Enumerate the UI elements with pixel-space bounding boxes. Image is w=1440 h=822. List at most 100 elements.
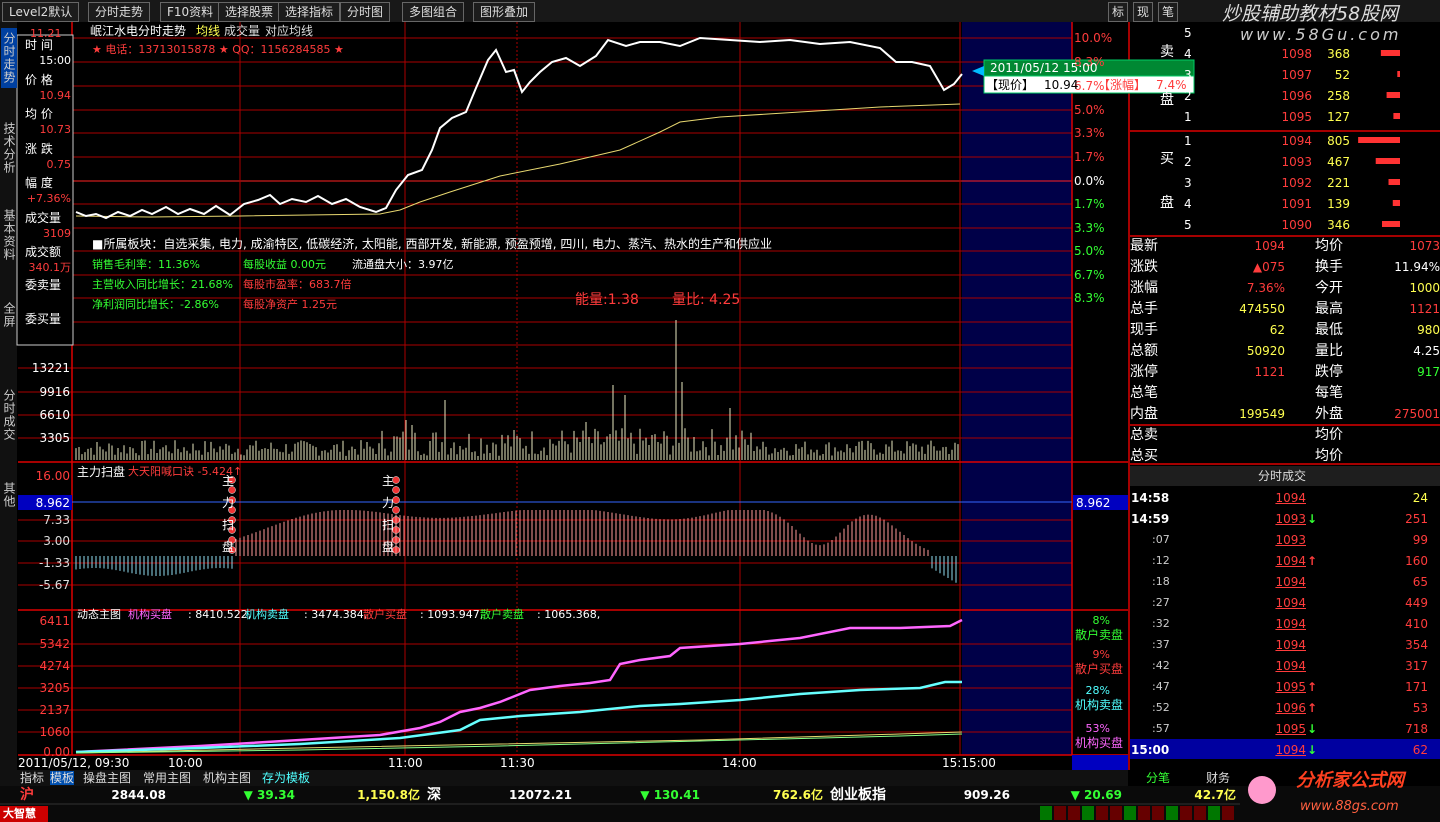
book-bar <box>1388 179 1400 185</box>
stat-value: ▲075 <box>1252 260 1285 274</box>
toolbar-button[interactable]: 选择股票 <box>218 2 281 22</box>
average-line <box>75 103 961 218</box>
trade-price: 1096 <box>1275 701 1306 715</box>
bottom-tab[interactable]: 操盘主图 <box>83 771 132 785</box>
marker-dot <box>228 486 236 494</box>
share-name: 机构卖盘 <box>1075 698 1124 712</box>
indicator-tick: -1.33 <box>38 556 70 570</box>
toolbar-button[interactable]: Level2默认 <box>2 2 80 22</box>
info-value: 15:00 <box>39 54 71 67</box>
indicator-formula: 大天阳喊口诀 -5.424↑ <box>128 465 243 478</box>
trade-volume: 99 <box>1412 533 1428 547</box>
toolbar-icon[interactable]: 标 <box>1108 2 1129 22</box>
status-cell <box>1208 806 1220 820</box>
top-price-label: 11.21 <box>30 27 62 40</box>
marker-dot <box>228 506 236 514</box>
trade-time: :47 <box>1152 680 1170 693</box>
toolbar-icon[interactable]: 现 <box>1133 2 1154 22</box>
info-label: 成交额 <box>25 245 62 259</box>
trade-time: :27 <box>1152 596 1170 609</box>
stat-label: 换手 <box>1315 259 1343 275</box>
status-item: 12072.21 <box>508 788 572 802</box>
chart-menu[interactable]: 对应均线 <box>265 24 314 38</box>
trade-time: :32 <box>1152 617 1170 630</box>
indicator-current: 8.962 <box>35 496 70 510</box>
status-item: 沪 <box>20 787 34 803</box>
after-hours-area <box>962 22 1072 755</box>
bottom-tab-bg <box>0 770 1128 786</box>
info-value: 10.73 <box>39 123 72 136</box>
stat-value: 1094 <box>1254 239 1285 253</box>
side-tab[interactable]: 分时走势 <box>1 28 17 88</box>
info-label: 委买量 <box>25 312 62 326</box>
volume-tick: 13221 <box>31 361 70 375</box>
toolbar-button[interactable]: 分时走势 <box>88 2 151 22</box>
stat-label: 总额 <box>1130 343 1158 359</box>
side-tab[interactable]: 技术分析 <box>2 122 16 174</box>
time-box <box>1072 755 1128 770</box>
side-tab[interactable]: 全屏 <box>2 302 16 328</box>
side-tab[interactable]: 分时成交 <box>2 389 16 441</box>
retail-buy-line <box>75 731 963 754</box>
book-bar <box>1358 137 1400 143</box>
institution-buy-line <box>75 618 963 754</box>
dynamic-item-value: : 1093.947, <box>420 608 484 621</box>
flower-logo <box>1248 776 1276 804</box>
trade-volume: 24 <box>1412 491 1428 505</box>
stat-value: 275001 <box>1394 407 1440 421</box>
stat-value: 11.94% <box>1394 260 1440 274</box>
book-volume: 52 <box>1334 68 1350 82</box>
book-price: 1097 <box>1281 68 1312 82</box>
right-tab[interactable]: 财务 <box>1206 771 1231 785</box>
info-label: 委卖量 <box>25 278 62 292</box>
trade-time: :18 <box>1152 575 1170 588</box>
site-logo: 炒股辅助教材58股网 <box>1222 3 1399 25</box>
percent-tick: 1.7% <box>1074 150 1105 164</box>
trade-arrow: ↓ <box>1307 743 1318 757</box>
info-value: +7.36% <box>26 192 71 205</box>
side-tab[interactable]: 其他 <box>2 482 16 508</box>
chart-menu[interactable]: 成交量 <box>224 24 261 38</box>
marker-char: 主 <box>382 474 395 488</box>
toolbar-button[interactable]: 选择指标 <box>278 2 341 22</box>
trade-arrow: ↑ <box>1307 554 1318 568</box>
toolbar-icon[interactable]: 笔 <box>1158 2 1179 22</box>
bottom-tab[interactable]: 模板 <box>50 771 75 785</box>
bottom-tab[interactable]: 指标 <box>20 771 45 785</box>
toolbar-button[interactable]: 分时图 <box>340 2 391 22</box>
dynamic-tick: 0.00 <box>43 745 70 759</box>
status-cell <box>1054 806 1066 820</box>
toolbar-button[interactable]: 多图组合 <box>402 2 465 22</box>
info-label: 价 格 <box>25 72 53 87</box>
stat-label: 总卖 <box>1130 427 1158 443</box>
status-cell <box>1096 806 1108 820</box>
toolbar-button[interactable]: 图形叠加 <box>473 2 536 22</box>
status-cell <box>1166 806 1178 820</box>
book-volume: 346 <box>1327 218 1350 232</box>
side-tab[interactable]: 基本资料 <box>2 209 16 261</box>
trade-volume: 171 <box>1405 680 1428 694</box>
status-cell <box>1180 806 1192 820</box>
trade-time: :57 <box>1152 722 1170 735</box>
percent-tick: 3.3% <box>1074 126 1105 140</box>
toolbar-button[interactable]: F10资料 <box>160 2 221 22</box>
book-volume: 805 <box>1327 134 1350 148</box>
price-line <box>75 36 963 220</box>
site-url: www.58Gu.com <box>1240 25 1402 44</box>
stat-value: 474550 <box>1239 302 1285 316</box>
brand-label: 大智慧 <box>3 807 36 820</box>
marker-char: 盘 <box>222 540 235 554</box>
right-tab[interactable]: 分笔 <box>1146 771 1171 785</box>
info-label: 幅 度 <box>25 176 53 190</box>
stat-label: 最低 <box>1315 322 1343 338</box>
fundamental-item: 流通盘大小：3.97亿 <box>352 258 454 271</box>
bottom-tab[interactable]: 存为模板 <box>262 771 311 785</box>
indicator-tick: 7.33 <box>43 513 70 527</box>
trade-price: 1094 <box>1275 596 1306 610</box>
stat-value: 62 <box>1269 323 1285 337</box>
marker-dot <box>392 506 400 514</box>
chart-menu[interactable]: 均线 <box>196 24 221 38</box>
bottom-tab[interactable]: 机构主图 <box>203 771 252 785</box>
bottom-tab[interactable]: 常用主图 <box>143 771 192 785</box>
fundamental-item: 净利润同比增长：-2.86% <box>92 298 219 311</box>
